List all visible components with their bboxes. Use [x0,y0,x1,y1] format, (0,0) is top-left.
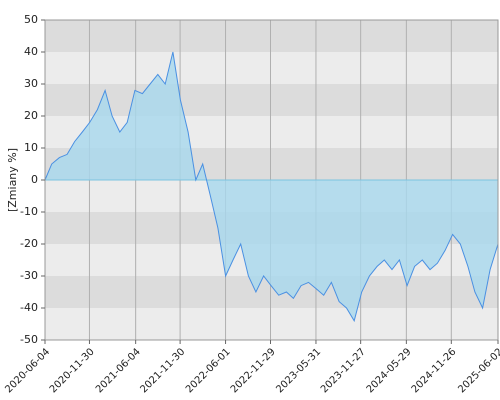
x-tick-label: 2021-06-04 [94,346,143,395]
x-tick-label: 2021-11-30 [138,346,187,395]
y-tick-label: 20 [24,109,38,122]
y-tick-label: 40 [24,45,38,58]
x-tick-label: 2025-06-02 [456,346,500,395]
x-tick-label: 2024-05-29 [365,346,414,395]
y-tick-label: -50 [20,333,38,346]
y-tick-label: -20 [20,237,38,250]
area [45,52,498,321]
x-tick-label: 2020-06-04 [3,346,52,395]
y-axis-label: [Zmiany %] [6,148,19,212]
band [45,308,498,340]
band [45,20,498,52]
y-tick-label: 10 [24,141,38,154]
x-tick-label: 2022-06-01 [184,346,233,395]
y-tick-label: 50 [24,13,38,26]
x-tick-label: 2022-11-29 [229,346,278,395]
band [45,84,498,116]
band [45,52,498,84]
x-tick-label: 2023-05-31 [274,346,323,395]
x-tick-label: 2024-11-26 [410,346,459,395]
y-tick-label: 30 [24,77,38,90]
y-tick-label: -30 [20,269,38,282]
x-tick-label: 2020-11-30 [48,346,97,395]
y-tick-label: 0 [31,173,38,186]
x-tick-label: 2023-11-27 [319,346,368,395]
line [44,51,499,323]
y-tick-label: -40 [20,301,38,314]
y-tick-label: -10 [20,205,38,218]
